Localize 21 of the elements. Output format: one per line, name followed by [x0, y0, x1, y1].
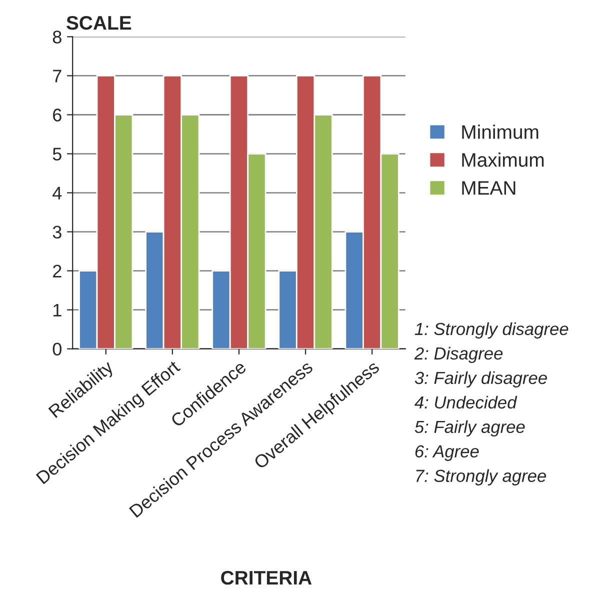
text: 6: Agree — [415, 445, 479, 461]
y-tick-label: 6 — [53, 108, 62, 122]
legend-label: Maximum — [462, 152, 544, 167]
y-tick-label: 0 — [52, 342, 62, 356]
y-tick-label: 3 — [52, 226, 62, 239]
y-tick-label: 7 — [53, 70, 62, 82]
x-axis-title: CRITERIA — [221, 570, 312, 585]
y-tick-label: 4 — [52, 186, 62, 200]
y-tick-label: 5 — [52, 148, 62, 160]
text: 4: Undecided — [414, 396, 518, 409]
legend-label: MEAN — [462, 181, 516, 195]
text: 1: Strongly disagree — [414, 322, 568, 339]
y-tick-label: 1 — [54, 304, 62, 316]
text: 7: Strongly agree — [416, 469, 546, 486]
legend-label: Minimum — [462, 124, 538, 139]
text: 2: Disagree — [414, 346, 503, 364]
y-tick-label: 8 — [52, 30, 62, 44]
y-tick-label: 2 — [53, 264, 62, 278]
y-axis-title: SCALE — [66, 16, 132, 30]
text: 3: Fairly disagree — [414, 371, 547, 388]
text: 5: Fairly agree — [414, 420, 525, 436]
